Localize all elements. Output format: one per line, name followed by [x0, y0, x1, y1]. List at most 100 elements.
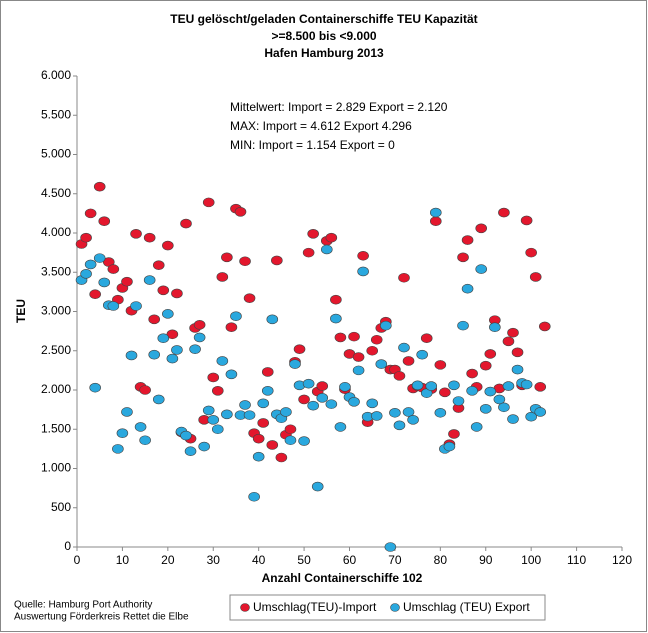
point: [230, 311, 242, 322]
point: [171, 288, 183, 299]
point: [457, 320, 469, 331]
point: [466, 385, 478, 396]
point: [493, 394, 506, 405]
point: [207, 415, 220, 425]
point: [380, 320, 392, 331]
point: [225, 369, 238, 380]
point: [134, 422, 147, 432]
y-tick-label: 3.000: [41, 304, 71, 318]
point: [320, 244, 333, 255]
point: [330, 313, 342, 324]
y-tick-label: 6.000: [41, 68, 71, 82]
point: [216, 272, 229, 282]
point: [157, 333, 170, 343]
y-tick-label: 1.500: [41, 421, 71, 435]
point: [130, 228, 142, 239]
point: [234, 207, 247, 217]
point: [461, 235, 474, 245]
point: [402, 407, 415, 417]
point: [384, 542, 397, 552]
point: [520, 215, 533, 226]
point: [162, 309, 174, 319]
point: [366, 398, 379, 409]
point: [525, 411, 537, 422]
point: [498, 402, 510, 413]
point: [211, 385, 224, 396]
point: [289, 359, 301, 369]
point: [266, 440, 279, 450]
point: [271, 255, 283, 266]
point: [316, 393, 329, 403]
legend-label: Umschlag (TEU) Export: [403, 600, 530, 614]
point: [348, 396, 360, 407]
y-tick-label: 2.500: [41, 343, 71, 357]
point: [316, 381, 329, 391]
point: [266, 314, 279, 325]
y-tick-label: 1.000: [41, 461, 71, 475]
point: [357, 250, 369, 261]
point: [239, 400, 251, 410]
point: [207, 372, 220, 383]
y-tick-label: 4.000: [41, 225, 71, 239]
point: [225, 322, 238, 333]
point: [398, 272, 410, 283]
annotation: Mittelwert: Import = 2.829 Export = 2.12…: [230, 100, 448, 114]
point: [466, 368, 478, 379]
point: [452, 396, 465, 406]
point: [470, 422, 483, 432]
point: [502, 381, 515, 391]
point: [252, 451, 265, 462]
point: [357, 266, 369, 277]
point: [180, 430, 192, 441]
legend-label: Umschlag(TEU)-Import: [253, 600, 377, 614]
point: [425, 381, 438, 391]
point: [366, 345, 379, 356]
point: [152, 394, 165, 405]
x-tick-label: 70: [388, 553, 402, 567]
x-tick-label: 100: [521, 553, 541, 567]
point: [484, 386, 497, 397]
y-axis-label: TEU: [14, 299, 28, 323]
point: [93, 253, 106, 263]
point: [107, 301, 120, 311]
point: [93, 181, 106, 192]
legend-marker: [240, 603, 250, 612]
y-tick-label: 5.500: [41, 107, 71, 121]
point: [339, 382, 351, 392]
point: [89, 289, 101, 300]
point: [529, 272, 542, 282]
x-tick-label: 40: [252, 553, 266, 567]
point: [280, 407, 292, 417]
point: [484, 349, 497, 359]
point: [307, 400, 319, 411]
point: [139, 385, 151, 395]
point: [311, 481, 324, 492]
point: [334, 422, 347, 432]
point: [202, 405, 215, 416]
y-tick-label: 2.000: [41, 382, 71, 396]
point: [534, 407, 547, 417]
point: [511, 364, 524, 375]
point: [84, 259, 97, 270]
point: [261, 367, 274, 377]
point: [407, 415, 419, 425]
point: [507, 414, 519, 424]
point: [84, 208, 97, 219]
x-tick-label: 90: [479, 553, 493, 567]
point: [352, 352, 365, 362]
point: [221, 252, 233, 263]
point: [125, 350, 138, 361]
point: [461, 283, 474, 294]
point: [143, 232, 156, 243]
x-tick-label: 20: [161, 553, 175, 567]
point: [139, 435, 151, 446]
point: [80, 269, 92, 279]
point: [393, 371, 406, 381]
point: [448, 380, 460, 391]
point: [298, 394, 310, 405]
point: [148, 314, 161, 325]
point: [330, 294, 342, 305]
point: [302, 378, 315, 389]
point: [348, 331, 360, 342]
